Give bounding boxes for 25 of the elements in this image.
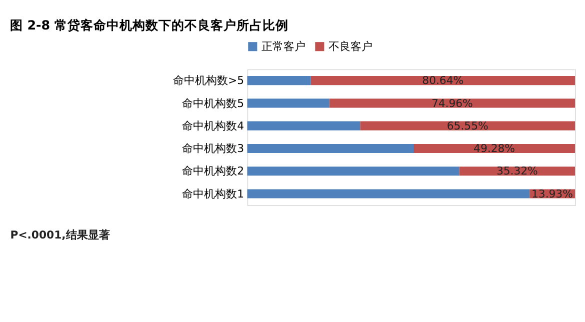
data-label: 49.28% (474, 142, 515, 156)
y-tick-label: 命中机构数1 (182, 187, 244, 200)
bar (247, 166, 460, 176)
bar (247, 121, 360, 130)
y-tick-label: 命中机构数>5 (173, 74, 244, 88)
bar (247, 144, 414, 153)
data-label: 35.32% (496, 164, 538, 178)
legend-label: 正常客户 (262, 40, 306, 54)
text: P<.0001,结果显著 (10, 228, 110, 242)
legend-label: 不良客户 (328, 40, 373, 54)
y-tick-label: 命中机构数5 (182, 96, 244, 110)
bar (310, 76, 576, 86)
data-label: 65.55% (446, 119, 488, 132)
y-tick-label: 命中机构数4 (182, 119, 244, 132)
y-tick-label: 命中机构数3 (182, 142, 244, 156)
chart-title: 图 2-8 常贷客命中机构数下的不良客户所占比例 (10, 17, 288, 32)
bar (360, 121, 576, 130)
data-label: 80.64% (422, 74, 464, 88)
bar (247, 76, 311, 86)
data-label: 13.93% (531, 187, 573, 200)
bar (329, 98, 576, 108)
y-tick-label: 命中机构数2 (182, 164, 244, 178)
bar (247, 189, 530, 198)
data-label: 74.96% (431, 96, 473, 110)
bar (247, 98, 330, 108)
